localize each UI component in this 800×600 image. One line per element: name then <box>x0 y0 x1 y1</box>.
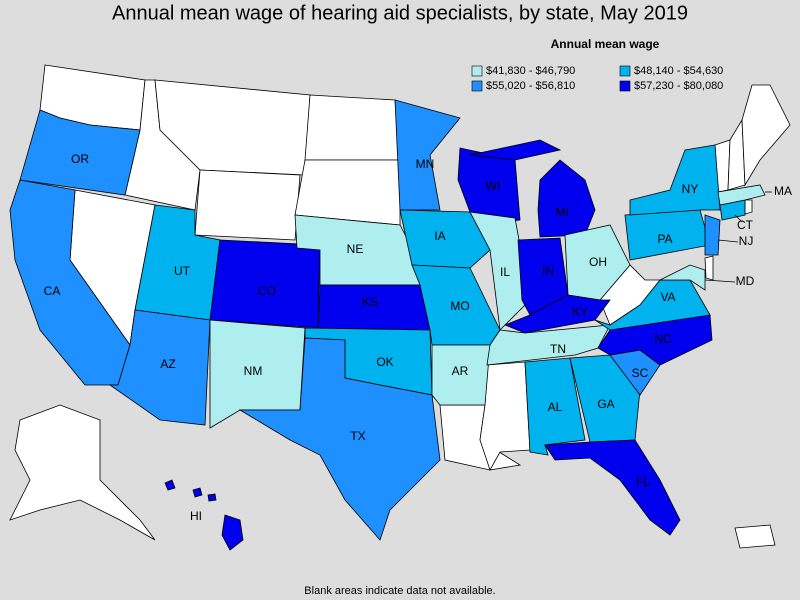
state-label: IA <box>434 229 445 243</box>
legend-title: Annual mean wage <box>551 37 660 51</box>
state <box>431 344 491 406</box>
state-label: FL <box>636 475 650 489</box>
state <box>564 224 631 301</box>
state <box>717 184 766 206</box>
state-label: KY <box>572 305 588 319</box>
state-label: AZ <box>160 357 175 371</box>
state <box>537 159 596 238</box>
state-label: OK <box>376 355 393 369</box>
state-label: WI <box>486 179 501 193</box>
state-label: MI <box>555 205 568 219</box>
state-label: TX <box>350 429 365 443</box>
map-title: Annual mean wage of hearing aid speciali… <box>112 2 688 24</box>
state-label: IL <box>500 265 510 279</box>
legend-swatch <box>619 65 631 77</box>
state <box>503 294 611 334</box>
state-label: KS <box>362 295 378 309</box>
legend-label: $55,020 - $56,810 <box>486 80 575 92</box>
state-label: VA <box>660 290 675 304</box>
legend: $41,830 - $46,790 $48,140 - $54,630 $55,02… <box>471 65 723 92</box>
legend-swatch <box>619 80 631 92</box>
state-label: CT <box>737 218 754 232</box>
state-label: MD <box>736 274 755 288</box>
state-label: AR <box>452 364 469 378</box>
state <box>9 179 131 386</box>
state-label: NC <box>654 332 672 346</box>
blank-states <box>9 64 791 549</box>
state-label: IN <box>542 264 554 278</box>
state <box>399 209 491 269</box>
states: OR CA UT AZ CO NM NE KS OK TX MN IA MO AR WI IL MI IN OH KY… <box>9 99 792 551</box>
state-label: TN <box>550 342 566 356</box>
state-label: PA <box>657 232 672 246</box>
state <box>486 324 611 366</box>
state <box>469 139 562 161</box>
state-label: MN <box>416 157 435 171</box>
state-label: OH <box>589 255 607 269</box>
state-label: NM <box>244 364 263 378</box>
state <box>238 337 441 541</box>
state <box>108 309 211 426</box>
state <box>704 214 721 256</box>
legend-swatch <box>471 65 483 77</box>
state-label: AL <box>548 400 563 414</box>
state <box>629 144 721 216</box>
legend-swatch <box>471 80 483 92</box>
legend-label: $57,230 - $80,080 <box>634 80 723 92</box>
state <box>221 514 244 551</box>
state-label: NY <box>682 182 699 196</box>
state-label: HI <box>190 509 202 523</box>
state-label: GA <box>597 397 614 411</box>
state-label: NJ <box>739 234 754 248</box>
state <box>394 99 461 211</box>
state-label: MO <box>450 299 469 313</box>
legend-label: $41,830 - $46,790 <box>486 65 575 77</box>
state-label: MA <box>774 184 792 198</box>
legend-label: $48,140 - $54,630 <box>634 65 723 77</box>
state <box>207 493 217 502</box>
state-label: SC <box>632 366 649 380</box>
state-label: CA <box>44 284 61 298</box>
state <box>164 479 176 491</box>
leader-lines <box>704 191 772 283</box>
state <box>569 354 641 443</box>
footnote: Blank areas indicate data not available. <box>304 585 495 597</box>
state-label: NE <box>347 242 364 256</box>
state-label: CO <box>258 284 276 298</box>
state-label: OR <box>71 152 89 166</box>
state-label: UT <box>174 264 191 278</box>
state <box>544 439 681 536</box>
state <box>192 487 203 498</box>
